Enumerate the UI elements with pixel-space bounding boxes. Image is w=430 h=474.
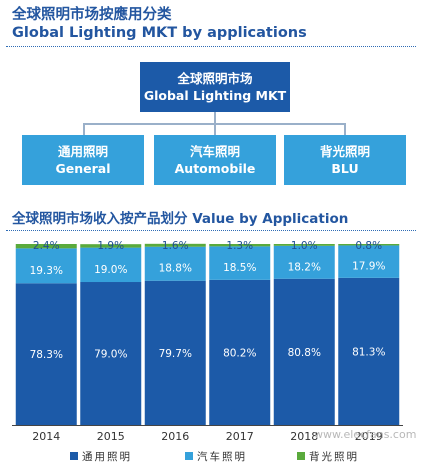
category-label-en: BLU [331, 161, 359, 176]
bar-segment-general-2014 [15, 283, 77, 425]
tree-root-label-cn: 全球照明市场 [177, 71, 253, 86]
tree-root-box: 全球照明市场 Global Lighting MKT [140, 62, 290, 112]
data-label: 79.7% [159, 348, 192, 360]
data-label: 1.9% [97, 240, 124, 252]
bar-segment-blu-2016 [144, 243, 206, 247]
category-box-general: 通用照明 General [22, 135, 144, 185]
bar-segment-blu-2018 [273, 244, 335, 246]
bar-segment-automobile-2016 [144, 246, 206, 281]
bar-segment-general-2016 [144, 280, 206, 425]
tree-connector-right [344, 123, 346, 135]
data-label: 1.0% [291, 240, 318, 252]
watermark-text: www.elecfans.com [314, 428, 417, 441]
legend-swatch [297, 452, 305, 460]
data-label: 18.5% [223, 262, 256, 274]
bar-segment-automobile-2019 [338, 245, 400, 278]
data-label: 80.8% [288, 347, 321, 359]
data-label: 81.3% [352, 346, 385, 358]
x-tick-label: 2014 [32, 430, 60, 443]
x-tick-label: 2017 [226, 430, 254, 443]
data-label: 18.2% [288, 261, 321, 273]
bar-segment-general-2017 [209, 279, 271, 425]
title-divider [6, 46, 416, 47]
data-label: 1.6% [162, 240, 189, 252]
bar-segment-blu-2015 [80, 244, 142, 248]
bar-segment-blu-2017 [209, 244, 271, 247]
data-label: 80.2% [223, 347, 256, 359]
data-label: 18.8% [159, 263, 192, 275]
legend-label: 汽车照明 [197, 450, 247, 463]
bar-segment-general-2019 [338, 277, 400, 425]
category-label-cn: 通用照明 [57, 144, 108, 159]
legend-swatch [70, 452, 78, 460]
chart-section-divider [6, 230, 416, 231]
data-label: 17.9% [352, 261, 385, 273]
bar-segment-automobile-2014 [15, 248, 77, 284]
data-label: 79.0% [94, 349, 127, 361]
bar-segment-general-2018 [273, 278, 335, 425]
page-title-cn: 全球照明市场按應用分类 [12, 7, 172, 23]
chart-section-title: 全球照明市场收入按产品划分 Value by Application [12, 211, 349, 227]
category-label-cn: 背光照明 [319, 144, 370, 159]
bar-segment-general-2015 [80, 282, 142, 425]
legend-label: 背光照明 [309, 450, 359, 463]
data-label: 19.0% [94, 264, 127, 276]
x-tick-label: 2018 [290, 430, 318, 443]
category-box-automobile: 汽车照明 Automobile [154, 135, 276, 185]
data-label: 2.4% [33, 240, 60, 252]
data-label: 1.3% [226, 240, 253, 252]
stacked-bar-chart: 78.3% 19.3% 2.4% 2014 79.0% 19.0% 1.9% 2015 79.7… [12, 240, 403, 463]
category-label-en: Automobile [174, 161, 256, 176]
bar-segment-automobile-2015 [80, 247, 142, 283]
page-title-en: Global Lighting MKT by applications [12, 25, 307, 41]
tree-connector-left [83, 123, 85, 135]
x-tick-label: 2016 [161, 430, 189, 443]
data-label: 78.3% [30, 349, 63, 361]
category-label-en: General [55, 161, 111, 176]
legend-label: 通用照明 [82, 451, 132, 463]
header: 全球照明市场按應用分类 Global Lighting MKT by appli… [12, 6, 422, 42]
x-tick-label: 2019 [355, 430, 383, 443]
x-tick-label: 2015 [97, 430, 125, 443]
legend-swatch [185, 452, 193, 460]
category-label-cn: 汽车照明 [189, 144, 240, 159]
data-label: 0.8% [355, 240, 382, 252]
category-box-blu: 背光照明 BLU [284, 135, 406, 185]
tree-connector-center [214, 123, 216, 135]
bar-segment-automobile-2018 [273, 245, 335, 279]
bar-segment-blu-2019 [338, 244, 400, 246]
bar-segment-blu-2014 [15, 244, 77, 249]
bar-segment-automobile-2017 [209, 246, 271, 280]
data-label: 19.3% [30, 265, 63, 277]
tree-connector-vertical-root [214, 112, 216, 124]
tree-root-label-en: Global Lighting MKT [143, 88, 287, 103]
